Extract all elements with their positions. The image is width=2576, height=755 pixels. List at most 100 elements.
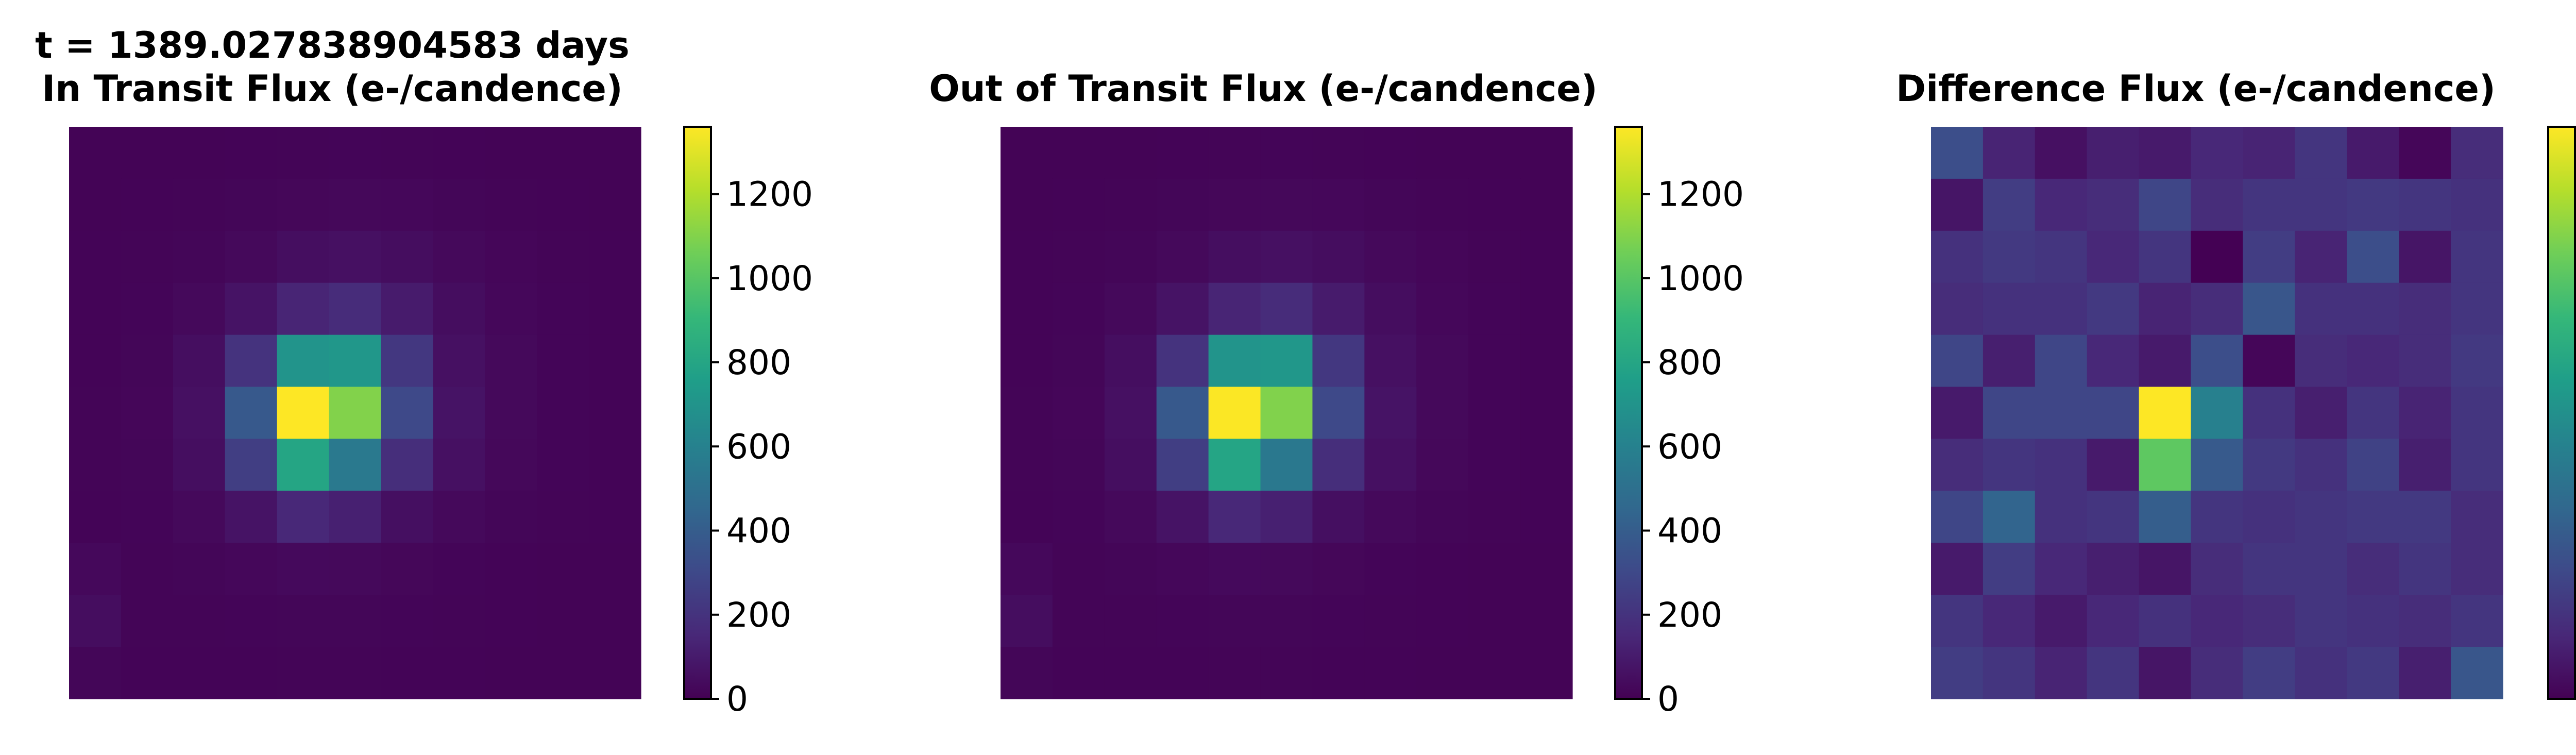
- heatmap-cell: [1312, 334, 1365, 388]
- heatmap-cell: [2243, 647, 2295, 699]
- heatmap-cell: [1931, 127, 1984, 179]
- heatmap-cell: [1520, 127, 1573, 179]
- heatmap-cell: [485, 334, 537, 388]
- heatmap-cell: [121, 647, 174, 699]
- heatmap-cell: [1260, 334, 1313, 388]
- heatmap-cell: [2243, 127, 2295, 179]
- heatmap-cell: [1001, 334, 1053, 388]
- heatmap-cell: [1208, 178, 1261, 231]
- heatmap-cell: [381, 230, 433, 283]
- heatmap-cell: [2191, 178, 2244, 231]
- heatmap-cell: [1208, 439, 1261, 491]
- heatmap-cell: [589, 334, 641, 388]
- heatmap-cell: [2191, 334, 2244, 388]
- heatmap-cell: [381, 387, 433, 440]
- heatmap-cell: [1052, 230, 1105, 283]
- colorbar-tick-label: 0: [1657, 679, 1679, 719]
- heatmap-cell: [121, 491, 174, 543]
- heatmap-cell: [1260, 647, 1313, 699]
- colorbar-out-of-transit: 0 200 400 600 800 1000 1200: [1614, 126, 1744, 719]
- heatmap-cell: [1260, 491, 1313, 543]
- heatmap-cell: [1260, 178, 1313, 231]
- heatmap-cell: [1312, 491, 1365, 543]
- heatmap-cell: [2087, 387, 2140, 440]
- heatmap-cell: [1104, 230, 1157, 283]
- heatmap-cell: [1982, 491, 2036, 543]
- heatmap-cell: [1982, 543, 2036, 595]
- heatmap-cell: [381, 595, 433, 647]
- heatmap-cell: [1312, 439, 1365, 491]
- heatmap-cell: [2451, 127, 2503, 179]
- heatmap-cell: [329, 334, 382, 388]
- heatmap-cell: [277, 127, 330, 179]
- heatmap-cell: [329, 127, 382, 179]
- heatmap-cell: [589, 230, 641, 283]
- heatmap-cell: [433, 647, 485, 699]
- heatmap-cell: [329, 543, 382, 595]
- heatmap-cell: [2087, 647, 2140, 699]
- heatmap-cell: [69, 334, 122, 388]
- heatmap-cell: [1001, 647, 1053, 699]
- heatmap-cell: [2139, 178, 2192, 231]
- heatmap-cell: [173, 127, 226, 179]
- heatmap-cell: [1468, 439, 1521, 491]
- colorbar-tick-label: 0: [726, 679, 748, 719]
- heatmap-cell: [2347, 230, 2399, 283]
- heatmap-cell: [121, 543, 174, 595]
- heatmap-cell: [277, 439, 330, 491]
- panel-title: In Transit Flux (e-/candence): [42, 68, 623, 110]
- heatmap-cell: [2139, 543, 2192, 595]
- heatmap-cell: [1416, 439, 1469, 491]
- heatmap-cell: [225, 491, 278, 543]
- heatmap-cell: [433, 543, 485, 595]
- heatmap-cell: [69, 543, 122, 595]
- heatmap-cell: [589, 439, 641, 491]
- heatmap-cell: [2191, 491, 2244, 543]
- colorbar-tick-label: 600: [1657, 427, 1722, 466]
- heatmap-cell: [2243, 178, 2295, 231]
- heatmap-cell: [1468, 127, 1521, 179]
- heatmap-cell: [2087, 491, 2140, 543]
- heatmap-cell: [1104, 647, 1157, 699]
- heatmap-cell: [1312, 282, 1365, 335]
- heatmap-cell: [173, 178, 226, 231]
- heatmap-cell: [537, 178, 589, 231]
- heatmap-cell: [537, 282, 589, 335]
- heatmap-cell: [2347, 178, 2399, 231]
- heatmap-cell: [2451, 491, 2503, 543]
- heatmap-cell: [1931, 439, 1984, 491]
- heatmap-cell: [1416, 387, 1469, 440]
- heatmap-cell: [225, 595, 278, 647]
- heatmap-cell: [1001, 491, 1053, 543]
- heatmap-cell: [433, 282, 485, 335]
- heatmap-cell: [1931, 178, 1984, 231]
- heatmap-cell: [2399, 647, 2451, 699]
- heatmap-cell: [1260, 595, 1313, 647]
- heatmap-cell: [121, 595, 174, 647]
- heatmap-cell: [329, 491, 382, 543]
- heatmap-cell: [2087, 543, 2140, 595]
- heatmap-cell: [1364, 178, 1417, 231]
- heatmap-cell: [225, 334, 278, 388]
- heatmap-cell: [485, 491, 537, 543]
- heatmap-cell: [1104, 439, 1157, 491]
- heatmap-cell: [1260, 387, 1313, 440]
- heatmap-cell: [2139, 595, 2192, 647]
- heatmap-cell: [1208, 595, 1261, 647]
- colorbar-tick-label: 800: [1657, 343, 1722, 382]
- heatmap-cell: [225, 178, 278, 231]
- heatmap-cell: [1416, 127, 1469, 179]
- heatmap-cell: [1364, 647, 1417, 699]
- heatmap-cell: [2191, 647, 2244, 699]
- colorbar-gradient: [1614, 126, 1643, 700]
- heatmap-cell: [2087, 595, 2140, 647]
- panel-title: Out of Transit Flux (e-/candence): [929, 68, 1597, 110]
- heatmap-cell: [1312, 127, 1365, 179]
- heatmap-cell: [2399, 282, 2451, 335]
- heatmap-cell: [2399, 334, 2451, 388]
- heatmap-cell: [1208, 647, 1261, 699]
- heatmap-cell: [1416, 491, 1469, 543]
- heatmap-cell: [1001, 387, 1053, 440]
- heatmap-cell: [485, 230, 537, 283]
- heatmap-cell: [2399, 439, 2451, 491]
